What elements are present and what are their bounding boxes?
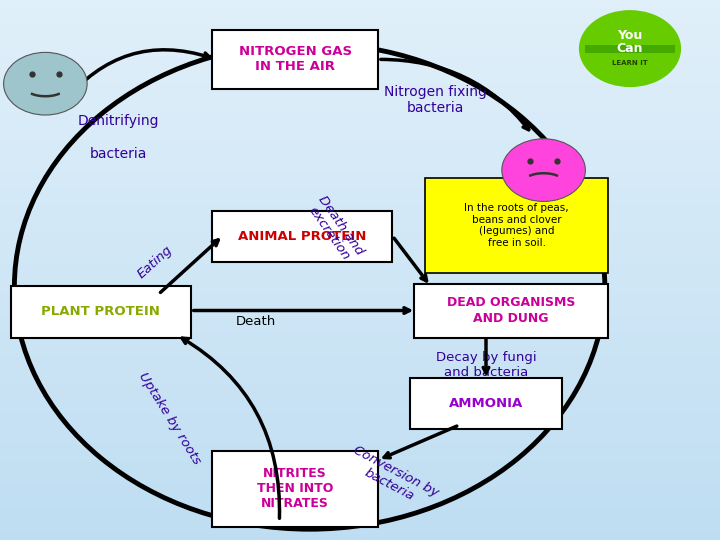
FancyBboxPatch shape bbox=[212, 30, 378, 89]
Text: LEARN IT: LEARN IT bbox=[612, 60, 648, 66]
Circle shape bbox=[580, 11, 680, 86]
Circle shape bbox=[502, 139, 585, 201]
Text: Conversion by
bacteria: Conversion by bacteria bbox=[344, 443, 441, 512]
Text: Decay by fungi
and bacteria: Decay by fungi and bacteria bbox=[436, 350, 536, 379]
Text: In the roots of peas,
beans and clover
(legumes) and
free in soil.: In the roots of peas, beans and clover (… bbox=[464, 203, 569, 248]
FancyBboxPatch shape bbox=[414, 284, 608, 338]
Text: PLANT PROTEIN: PLANT PROTEIN bbox=[41, 305, 161, 319]
Text: Death and
excretion: Death and excretion bbox=[303, 193, 366, 266]
FancyBboxPatch shape bbox=[585, 45, 675, 53]
Text: NITROGEN GAS
IN THE AIR: NITROGEN GAS IN THE AIR bbox=[238, 45, 352, 73]
Text: You: You bbox=[617, 29, 643, 42]
Text: DEAD ORGANISMS
AND DUNG: DEAD ORGANISMS AND DUNG bbox=[447, 296, 575, 325]
Text: Denitrifying

bacteria: Denitrifying bacteria bbox=[78, 114, 160, 161]
Text: Eating: Eating bbox=[135, 243, 175, 281]
FancyBboxPatch shape bbox=[425, 178, 608, 273]
Text: Death: Death bbox=[235, 315, 276, 328]
Text: Uptake by roots: Uptake by roots bbox=[135, 370, 203, 467]
FancyBboxPatch shape bbox=[410, 378, 562, 429]
FancyBboxPatch shape bbox=[11, 286, 191, 338]
Circle shape bbox=[4, 52, 87, 115]
Text: ANIMAL PROTEIN: ANIMAL PROTEIN bbox=[238, 230, 366, 243]
FancyBboxPatch shape bbox=[212, 211, 392, 262]
Text: Nitrogen fixing
bacteria: Nitrogen fixing bacteria bbox=[384, 85, 487, 115]
Text: NITRITES
THEN INTO
NITRATES: NITRITES THEN INTO NITRATES bbox=[257, 467, 333, 510]
FancyBboxPatch shape bbox=[212, 451, 378, 526]
Text: Can: Can bbox=[617, 42, 643, 55]
Text: AMMONIA: AMMONIA bbox=[449, 397, 523, 410]
